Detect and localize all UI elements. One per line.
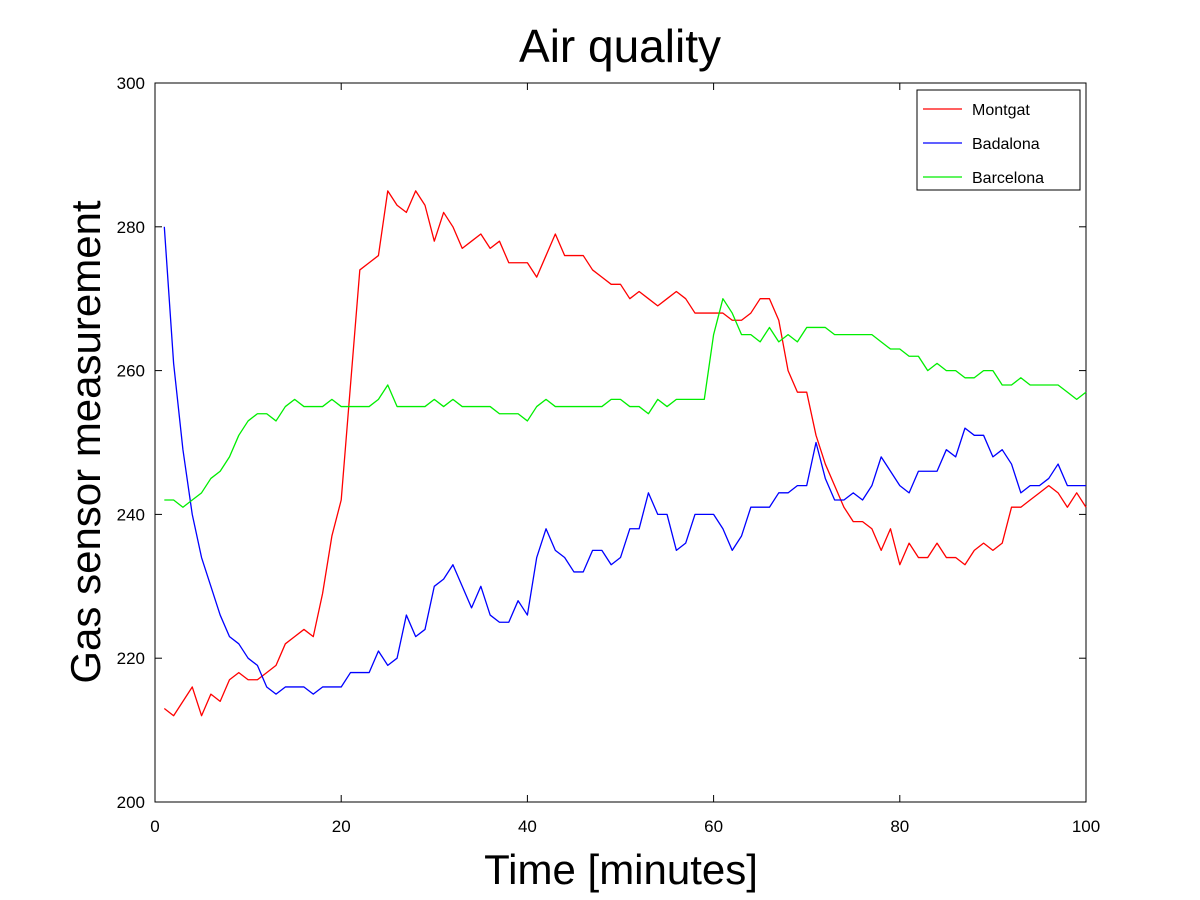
y-axis-label: Gas sensor measurement [62, 200, 109, 684]
x-tick-label: 0 [150, 817, 159, 836]
legend-label-barcelona: Barcelona [972, 170, 1044, 187]
plot-area [154, 82, 1087, 803]
x-tick-label: 60 [704, 817, 723, 836]
y-tick-label: 300 [117, 74, 145, 93]
y-tick-label: 220 [117, 649, 145, 668]
chart-title: Air quality [519, 20, 721, 72]
y-tick-label: 200 [117, 793, 145, 812]
legend: Montgat Badalona Barcelona [916, 89, 1081, 191]
x-tick-label: 20 [332, 817, 351, 836]
x-tick-label: 80 [890, 817, 909, 836]
axis-ticks: 0 20 40 60 80 100 200 220 240 260 280 300 [117, 74, 1101, 836]
series-line-montgat [163, 190, 1087, 717]
x-axis-label: Time [minutes] [484, 846, 758, 893]
legend-label-montgat: Montgat [972, 102, 1030, 119]
series-line-badalona [163, 226, 1086, 695]
y-tick-label: 240 [117, 505, 145, 524]
legend-label-badalona: Badalona [972, 136, 1040, 153]
series-line-barcelona [164, 298, 1087, 508]
x-tick-label: 40 [518, 817, 537, 836]
y-tick-label: 260 [117, 362, 145, 381]
series-lines [163, 190, 1087, 717]
legend-box [916, 89, 1081, 191]
y-tick-label: 280 [117, 218, 145, 237]
x-tick-label: 100 [1072, 817, 1100, 836]
